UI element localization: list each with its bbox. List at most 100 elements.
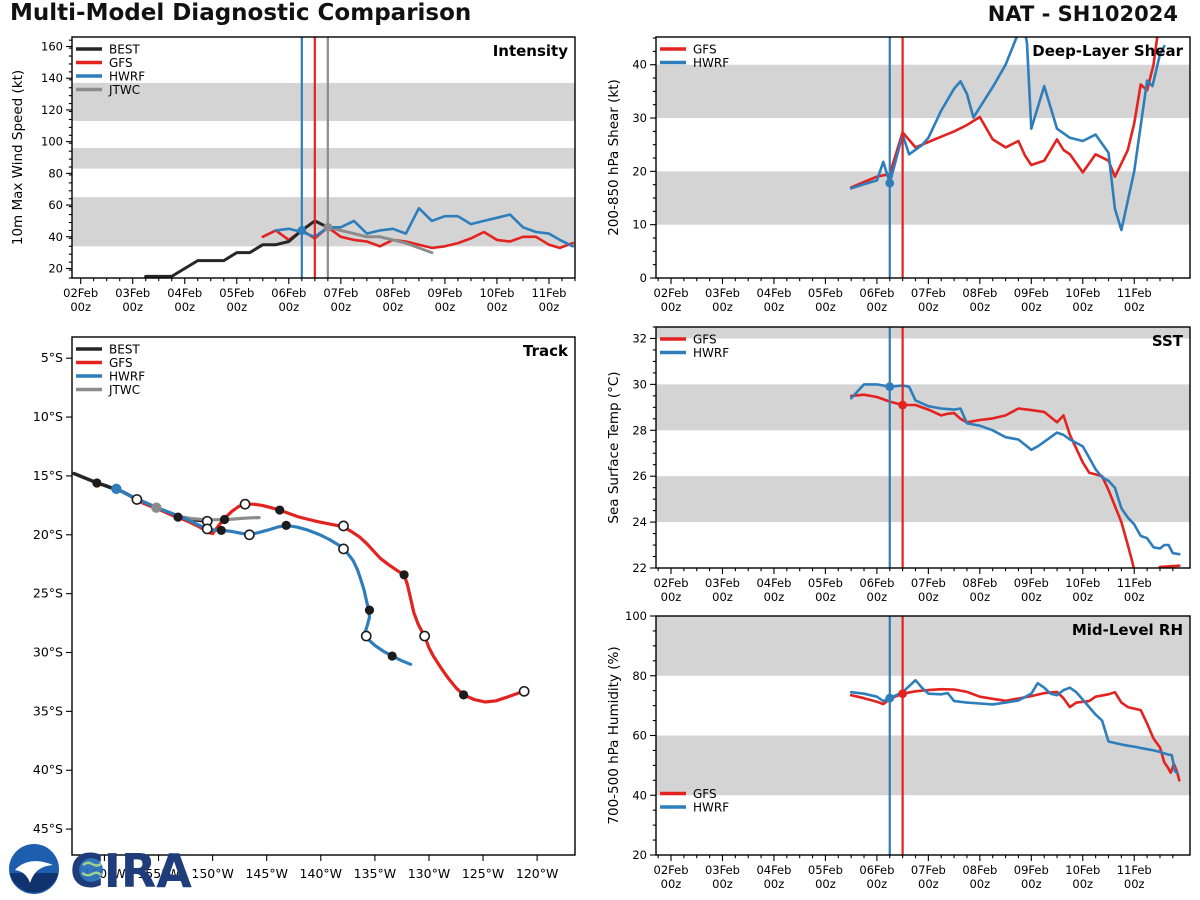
svg-text:130°W: 130°W (408, 866, 450, 881)
svg-text:GFS: GFS (693, 333, 717, 347)
svg-text:00z: 00z (918, 590, 939, 604)
svg-text:02Feb: 02Feb (654, 863, 689, 877)
svg-text:07Feb: 07Feb (911, 863, 946, 877)
svg-text:09Feb: 09Feb (1014, 576, 1049, 590)
cira-globe-icon (79, 858, 103, 882)
sst-ylabel: Sea Surface Temp (°C) (606, 371, 622, 523)
svg-text:00z: 00z (331, 300, 352, 314)
intensity-ylabel: 10m Max Wind Speed (kt) (10, 70, 26, 245)
intensity-init-dot (297, 226, 307, 235)
svg-text:HWRF: HWRF (693, 801, 729, 815)
svg-text:09Feb: 09Feb (1014, 863, 1049, 877)
track-marker (364, 605, 375, 615)
svg-text:BEST: BEST (109, 43, 140, 57)
svg-text:05Feb: 05Feb (808, 286, 843, 300)
svg-text:03Feb: 03Feb (705, 286, 740, 300)
track-marker (275, 505, 285, 515)
svg-text:60: 60 (48, 198, 63, 212)
svg-text:00z: 00z (1072, 877, 1093, 891)
svg-text:100: 100 (625, 609, 647, 623)
svg-text:00z: 00z (1072, 300, 1093, 314)
svg-text:00z: 00z (969, 590, 990, 604)
shear-init-dot (885, 178, 895, 188)
intensity-band (72, 82, 575, 122)
svg-text:00z: 00z (122, 300, 143, 314)
svg-text:08Feb: 08Feb (962, 286, 997, 300)
svg-text:05Feb: 05Feb (808, 863, 843, 877)
intensity-series-jtwc (326, 225, 434, 255)
svg-text:00z: 00z (764, 590, 785, 604)
track-panel: 160°W 155°W 150°W 145°W 140°W 135°W 130°W 125°W… (33, 336, 576, 881)
svg-text:00z: 00z (867, 877, 888, 891)
svg-text:05Feb: 05Feb (219, 286, 254, 300)
rh-init-dot (898, 689, 908, 699)
shear-series-hwrf (849, 37, 1166, 232)
svg-text:30°S: 30°S (33, 645, 63, 660)
shear-band (656, 171, 1190, 225)
svg-text:07Feb: 07Feb (323, 286, 358, 300)
svg-text:07Feb: 07Feb (911, 286, 946, 300)
svg-text:00z: 00z (661, 590, 682, 604)
rh-ylabel: 700-500 hPa Humidity (%) (606, 646, 622, 824)
svg-text:10°S: 10°S (33, 409, 63, 424)
svg-text:00z: 00z (918, 877, 939, 891)
svg-text:140°W: 140°W (300, 866, 342, 881)
track-marker (173, 512, 183, 522)
svg-text:5°S: 5°S (41, 350, 63, 365)
svg-text:40: 40 (632, 788, 647, 802)
track-marker (387, 651, 397, 661)
svg-text:20: 20 (48, 261, 63, 275)
svg-text:125°W: 125°W (462, 866, 504, 881)
svg-text:24: 24 (632, 515, 647, 529)
svg-text:00z: 00z (1072, 590, 1093, 604)
svg-text:80: 80 (48, 166, 63, 180)
svg-text:150°W: 150°W (191, 866, 233, 881)
track-marker (419, 630, 431, 642)
svg-text:08Feb: 08Feb (375, 286, 410, 300)
svg-text:40: 40 (48, 230, 63, 244)
track-marker (216, 525, 226, 536)
svg-text:06Feb: 06Feb (271, 286, 306, 300)
svg-text:20°S: 20°S (33, 527, 63, 542)
svg-text:10Feb: 10Feb (479, 286, 514, 300)
svg-text:00z: 00z (815, 877, 836, 891)
sst-band (656, 327, 1190, 339)
svg-text:00z: 00z (226, 300, 247, 314)
svg-text:0: 0 (640, 271, 647, 285)
svg-text:HWRF: HWRF (109, 70, 145, 84)
rh-corner-label: Mid-Level RH (1072, 621, 1183, 639)
svg-text:20: 20 (632, 848, 647, 862)
svg-text:GFS: GFS (693, 787, 717, 801)
svg-text:00z: 00z (70, 300, 91, 314)
svg-text:00z: 00z (1124, 877, 1145, 891)
rh-panel: 02Feb00z03Feb00z04Feb00z05Feb00z06Feb00z… (606, 609, 1191, 891)
storm-id-label: NAT - SH102024 (987, 2, 1178, 26)
svg-text:32: 32 (632, 331, 647, 345)
track-marker (92, 478, 102, 488)
svg-text:04Feb: 04Feb (756, 286, 791, 300)
svg-text:00z: 00z (815, 590, 836, 604)
svg-text:00z: 00z (764, 877, 785, 891)
svg-text:120°W: 120°W (516, 866, 558, 881)
svg-text:JTWC: JTWC (108, 383, 140, 397)
sst-series-gfs (849, 393, 1181, 568)
svg-text:HWRF: HWRF (693, 56, 729, 70)
svg-text:02Feb: 02Feb (63, 286, 98, 300)
intensity-init-dot (323, 222, 333, 232)
svg-text:02Feb: 02Feb (654, 576, 689, 590)
shear-corner-label: Deep-Layer Shear (1032, 42, 1183, 60)
svg-text:10Feb: 10Feb (1065, 863, 1100, 877)
track-marker (458, 690, 469, 700)
svg-text:11Feb: 11Feb (1117, 863, 1152, 877)
svg-text:15°S: 15°S (33, 468, 63, 483)
track-marker (201, 523, 213, 535)
svg-text:08Feb: 08Feb (962, 863, 997, 877)
svg-text:120: 120 (41, 103, 63, 117)
svg-text:10Feb: 10Feb (1065, 576, 1100, 590)
svg-text:35°S: 35°S (33, 703, 63, 718)
svg-text:00z: 00z (918, 300, 939, 314)
svg-text:09Feb: 09Feb (427, 286, 462, 300)
svg-text:07Feb: 07Feb (911, 576, 946, 590)
